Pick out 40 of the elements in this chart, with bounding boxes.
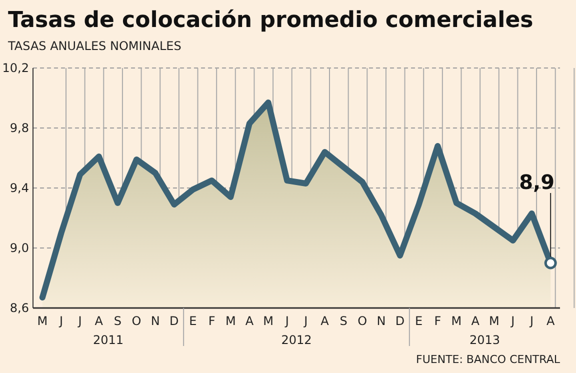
x-tick-label: A: [471, 314, 480, 328]
x-tick-label: J: [303, 314, 308, 328]
x-tick-label: M: [263, 314, 274, 328]
x-tick-label: M: [37, 314, 48, 328]
text: 2011: [93, 333, 124, 347]
x-tick-label: M: [451, 314, 462, 328]
text: 2013: [469, 333, 500, 347]
x-tick-label: J: [284, 314, 289, 328]
x-tick-label: O: [358, 314, 368, 328]
x-tick-label: A: [94, 314, 104, 328]
x-tick-label: D: [170, 314, 179, 328]
x-tick-label: J: [510, 314, 515, 328]
x-tick-label: A: [245, 314, 254, 328]
x-tick-label: S: [340, 314, 348, 328]
x-tick-label: J: [58, 314, 64, 328]
y-tick-label: 8,6: [10, 301, 29, 316]
chart-title: Tasas de colocación promedio comerciales: [8, 8, 534, 33]
x-tick-label: S: [114, 314, 122, 328]
text: 2012: [281, 333, 312, 347]
x-tick-label: D: [395, 314, 405, 328]
y-tick-label: 10,2: [2, 61, 29, 76]
x-tick-label: A: [320, 314, 330, 328]
x-tick-label: E: [189, 314, 197, 328]
x-tick-label: J: [77, 314, 82, 328]
x-tick-label: M: [225, 314, 236, 328]
x-tick-label: A: [546, 314, 556, 328]
y-tick-label: 9,0: [10, 241, 29, 256]
x-tick-label: J: [528, 314, 534, 328]
x-tick-label: N: [376, 314, 386, 328]
y-tick-label: 9,4: [10, 181, 29, 196]
x-tick-label: F: [208, 314, 216, 328]
x-tick-label: M: [488, 314, 500, 328]
x-tick-label: N: [150, 314, 160, 328]
chart-subtitle: TASAS ANUALES NOMINALES: [7, 39, 182, 53]
x-tick-label: E: [415, 314, 423, 328]
text: 8,9: [519, 170, 555, 194]
x-tick-label: F: [434, 314, 442, 328]
y-tick-label: 9,8: [10, 121, 29, 136]
x-tick-label: O: [132, 314, 142, 328]
source-note: FUENTE: BANCO CENTRAL: [416, 353, 561, 366]
